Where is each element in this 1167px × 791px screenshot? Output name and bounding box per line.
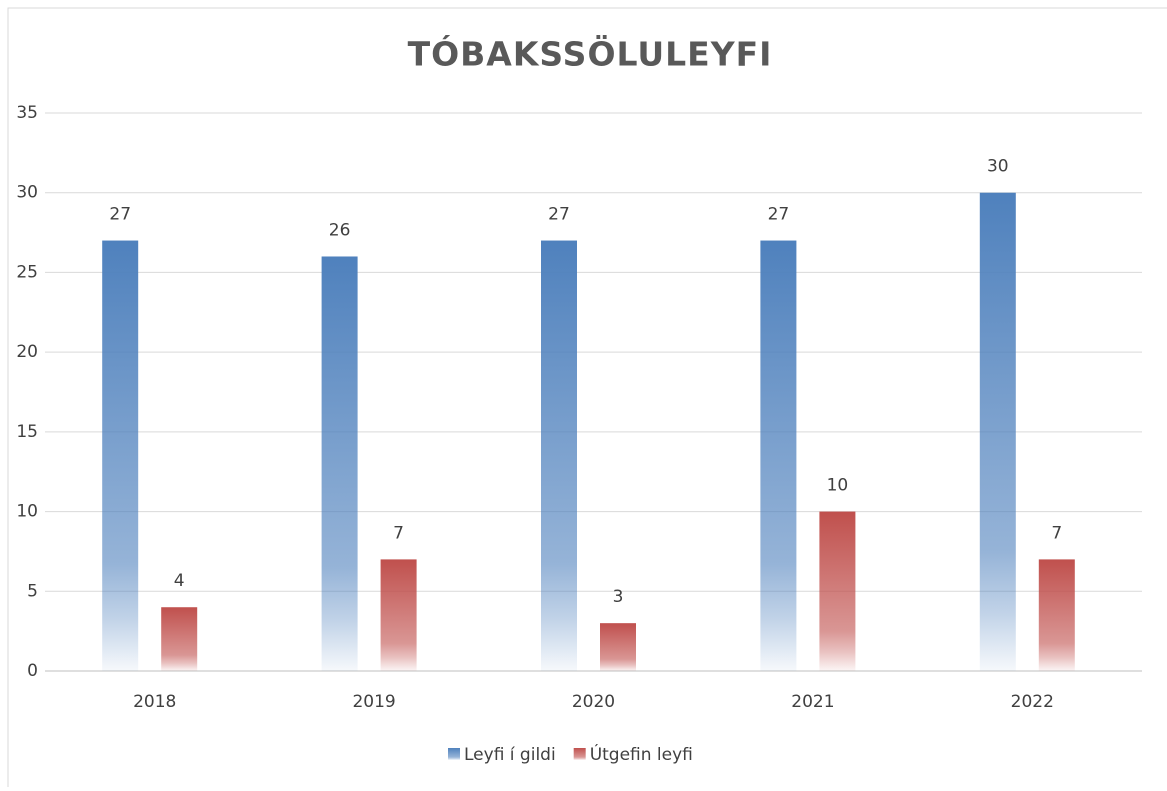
bar [600, 623, 636, 671]
data-label: 27 [548, 205, 570, 225]
y-tick-label: 0 [27, 661, 38, 681]
legend-label: Leyfi í gildi [464, 745, 556, 765]
data-label: 10 [827, 476, 849, 496]
bar [979, 192, 1016, 671]
data-label: 30 [987, 157, 1009, 177]
y-tick-label: 10 [16, 502, 38, 522]
x-tick-label: 2022 [1011, 692, 1054, 712]
bar [1038, 559, 1075, 671]
data-label: 7 [1051, 523, 1062, 543]
bar [760, 240, 797, 672]
data-label: 27 [109, 205, 131, 225]
x-tick-label: 2018 [133, 692, 176, 712]
data-label: 4 [174, 571, 185, 591]
bar [321, 256, 358, 671]
chart-title: TÓBAKSSÖLULEYFI [408, 34, 773, 74]
bar [541, 240, 577, 672]
data-label: 3 [613, 587, 624, 607]
y-tick-label: 35 [16, 103, 38, 123]
y-tick-label: 25 [16, 262, 38, 282]
data-label: 7 [393, 523, 404, 543]
bar [102, 240, 139, 672]
data-label: 27 [768, 205, 790, 225]
bar [380, 559, 417, 671]
x-tick-label: 2020 [572, 692, 615, 712]
legend-swatch [448, 748, 460, 760]
x-tick-label: 2021 [791, 692, 834, 712]
bar [161, 607, 198, 671]
bar [819, 511, 856, 671]
y-tick-label: 5 [27, 581, 38, 601]
legend-swatch [573, 748, 586, 760]
y-tick-label: 15 [16, 422, 38, 442]
x-tick-label: 2019 [352, 692, 395, 712]
legend-label: Útgefin leyfi [590, 743, 693, 765]
data-label: 26 [329, 220, 351, 240]
chart-frame [7, 7, 1167, 791]
y-tick-label: 20 [16, 342, 38, 362]
y-tick-label: 30 [16, 183, 38, 203]
